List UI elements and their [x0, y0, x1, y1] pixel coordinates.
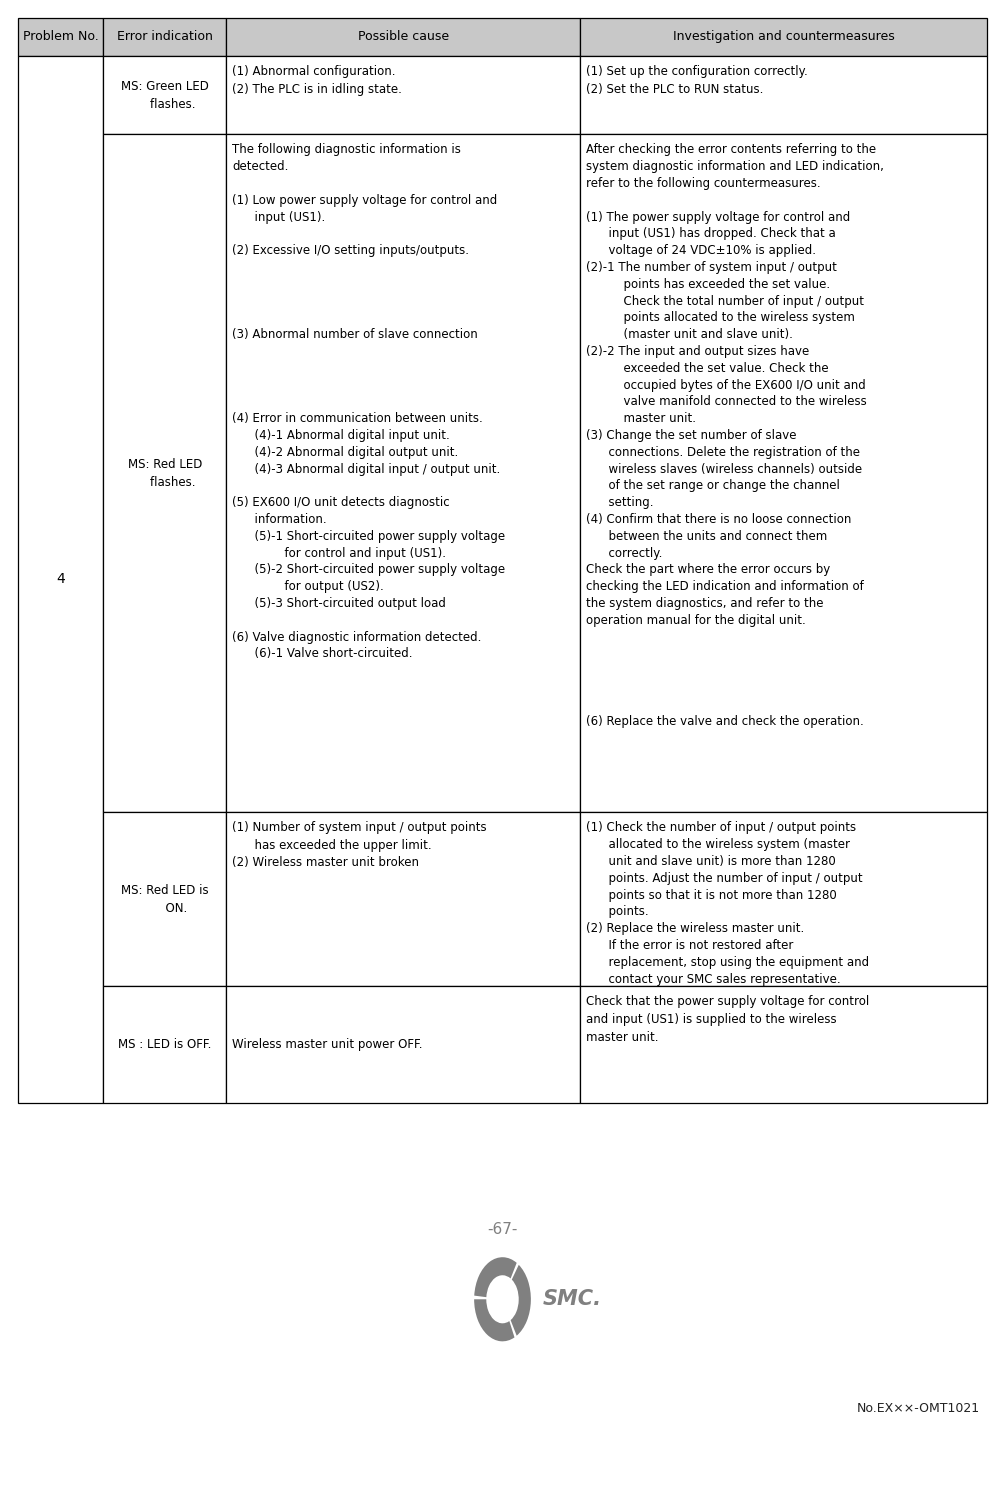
Bar [580, 55, 987, 134]
Bar [580, 986, 987, 1103]
Bar [226, 134, 580, 812]
Text: Wireless master unit power OFF.: Wireless master unit power OFF. [232, 1039, 423, 1050]
Bar [226, 812, 580, 986]
Text: MS: Red LED
    flashes.: MS: Red LED flashes. [128, 457, 202, 489]
Text: -67-: -67- [487, 1222, 518, 1237]
Bar [580, 812, 987, 986]
Bar [104, 812, 226, 986]
Bar [104, 18, 226, 55]
Text: (1) Set up the configuration correctly.
(2) Set the PLC to RUN status.: (1) Set up the configuration correctly. … [586, 64, 808, 95]
Text: MS: Red LED is
      ON.: MS: Red LED is ON. [121, 884, 209, 915]
Bar [580, 134, 987, 812]
Bar [104, 55, 226, 134]
Wedge shape [511, 1265, 531, 1335]
Text: Investigation and countermeasures: Investigation and countermeasures [672, 30, 894, 43]
Wedge shape [474, 1258, 517, 1298]
Bar [580, 18, 987, 55]
Bar [18, 55, 104, 1103]
Text: After checking the error contents referring to the
system diagnostic information: After checking the error contents referr… [586, 143, 884, 727]
Bar [104, 134, 226, 812]
Text: Error indication: Error indication [117, 30, 213, 43]
Text: The following diagnostic information is
detected.

(1) Low power supply voltage : The following diagnostic information is … [232, 143, 506, 660]
Bar [104, 986, 226, 1103]
Bar [226, 986, 580, 1103]
Text: MS: Green LED
    flashes.: MS: Green LED flashes. [121, 79, 209, 110]
Text: Check that the power supply voltage for control
and input (US1) is supplied to t: Check that the power supply voltage for … [586, 995, 869, 1044]
Bar [226, 55, 580, 134]
Text: (1) Check the number of input / output points
      allocated to the wireless sy: (1) Check the number of input / output p… [586, 821, 869, 985]
Wedge shape [474, 1299, 515, 1341]
Text: No.EX××-OMT1021: No.EX××-OMT1021 [856, 1402, 980, 1414]
Text: Problem No.: Problem No. [23, 30, 98, 43]
Text: 4: 4 [56, 572, 65, 586]
Text: (1) Abnormal configuration.
(2) The PLC is in idling state.: (1) Abnormal configuration. (2) The PLC … [232, 64, 402, 95]
Text: (1) Number of system input / output points
      has exceeded the upper limit.
(: (1) Number of system input / output poin… [232, 821, 487, 869]
Bar [18, 18, 104, 55]
Text: SMC.: SMC. [543, 1289, 602, 1310]
Bar [226, 18, 580, 55]
Text: Possible cause: Possible cause [358, 30, 449, 43]
Text: MS : LED is OFF.: MS : LED is OFF. [119, 1039, 212, 1050]
